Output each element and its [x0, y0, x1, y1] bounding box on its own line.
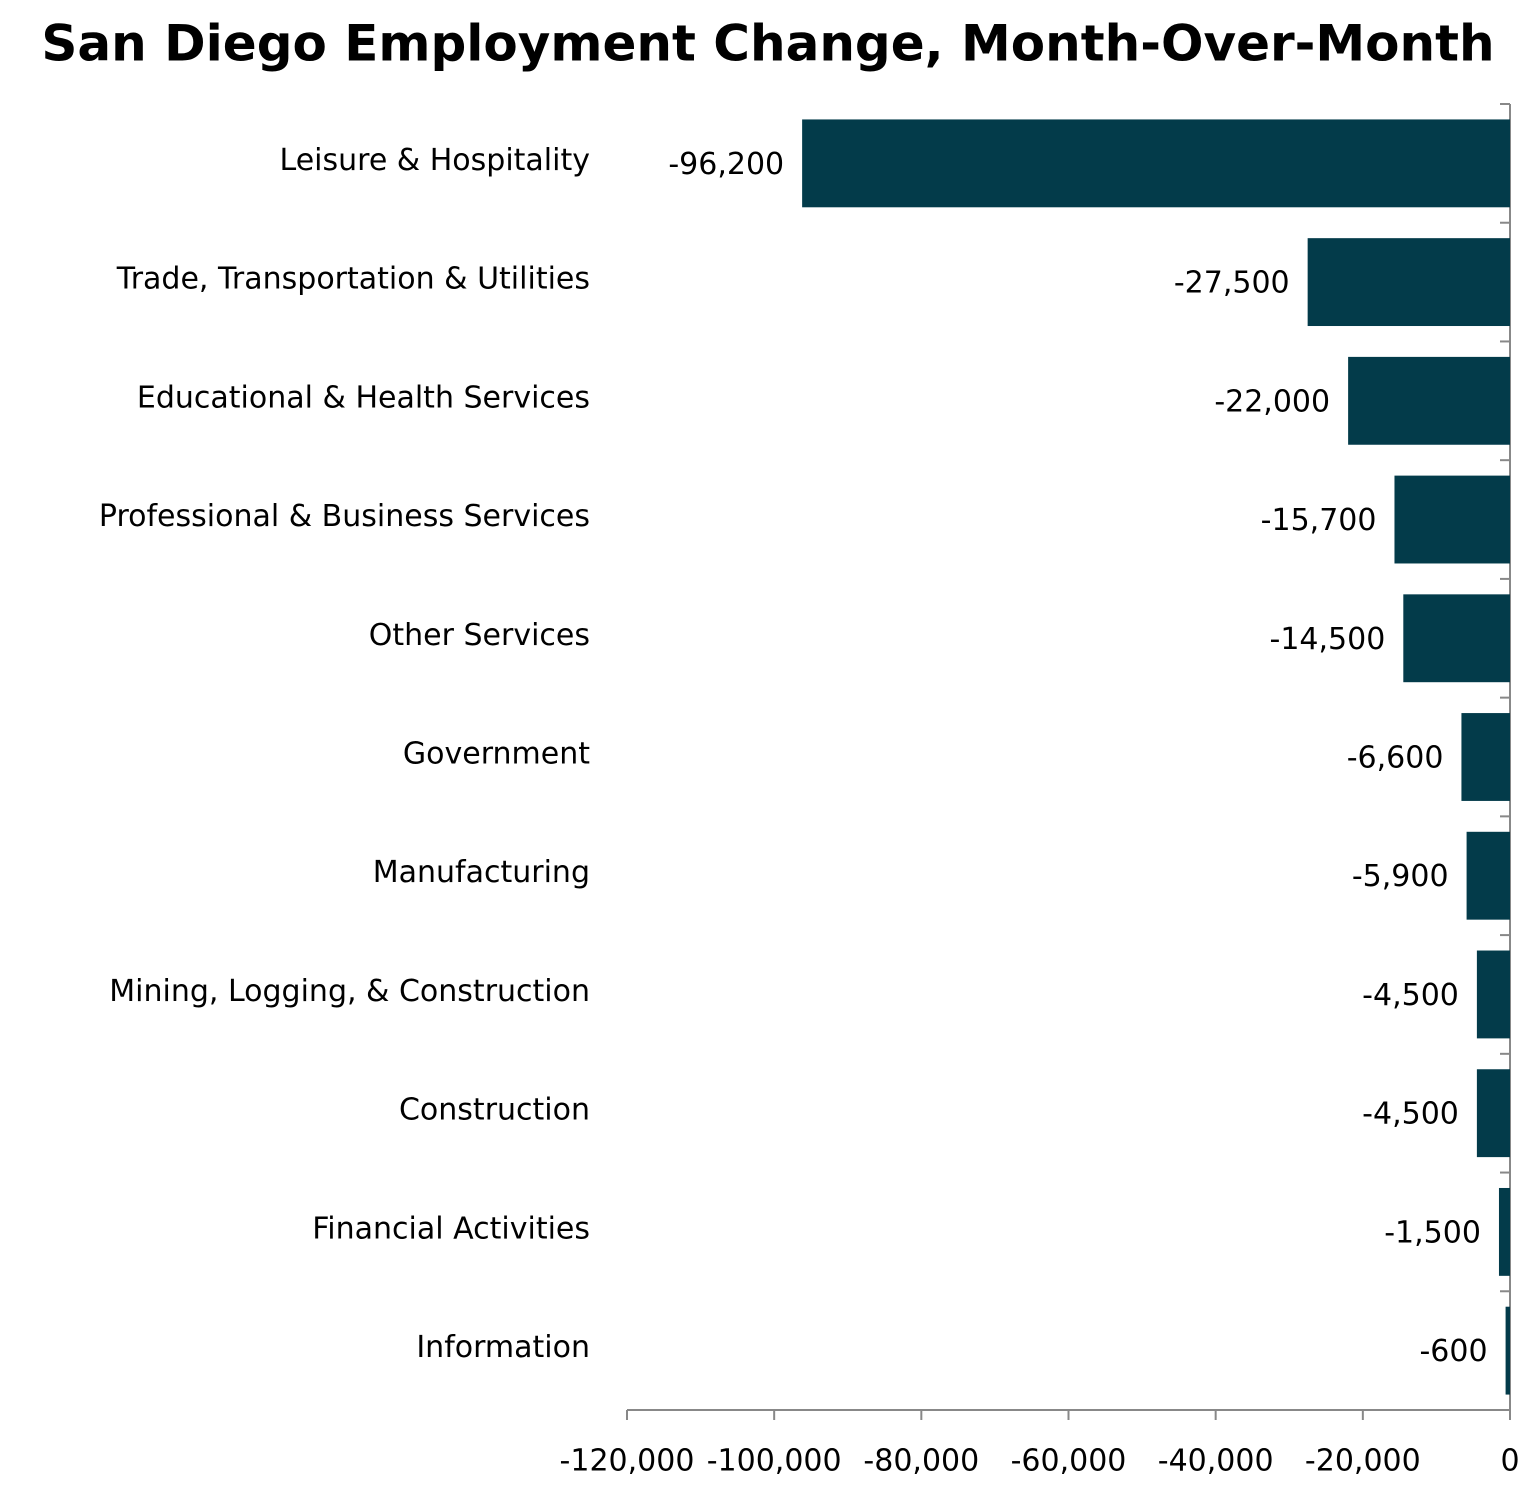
bar: [1476, 1069, 1510, 1158]
value-label: -14,500: [1270, 622, 1386, 657]
bar: [1394, 475, 1510, 564]
category-label: Mining, Logging, & Construction: [109, 974, 590, 1009]
x-tick-label: -120,000: [560, 1444, 695, 1479]
value-label: -22,000: [1214, 384, 1330, 419]
x-tick-label: -60,000: [1011, 1444, 1127, 1479]
value-label: -96,200: [668, 147, 784, 182]
bar: [802, 119, 1510, 208]
value-label: -15,700: [1261, 503, 1377, 538]
bar: [1505, 1306, 1510, 1395]
category-label: Information: [416, 1330, 590, 1365]
category-label: Construction: [399, 1093, 590, 1128]
bar: [1307, 238, 1510, 327]
x-tick-label: -20,000: [1305, 1444, 1421, 1479]
bar: [1498, 1187, 1510, 1276]
x-tick-label: -80,000: [863, 1444, 979, 1479]
category-label: Educational & Health Services: [137, 380, 590, 415]
value-label: -4,500: [1362, 978, 1459, 1013]
value-label: -6,600: [1347, 741, 1444, 776]
x-tick-label: 0: [1500, 1444, 1519, 1479]
category-label: Trade, Transportation & Utilities: [116, 262, 590, 297]
category-label: Financial Activities: [312, 1211, 590, 1246]
bar: [1476, 950, 1510, 1039]
category-label: Government: [403, 737, 590, 772]
bar: [1466, 831, 1510, 920]
value-label: -5,900: [1352, 859, 1449, 894]
x-tick-label: -40,000: [1158, 1444, 1274, 1479]
value-label: -1,500: [1384, 1215, 1481, 1250]
category-label: Professional & Business Services: [99, 499, 590, 534]
category-label: Manufacturing: [373, 855, 590, 890]
category-label: Other Services: [369, 618, 590, 653]
bar: [1461, 713, 1510, 801]
category-label: Leisure & Hospitality: [280, 143, 590, 178]
chart-title: San Diego Employment Change, Month-Over-…: [41, 15, 1494, 73]
value-label: -600: [1419, 1334, 1487, 1369]
x-tick-label: -100,000: [707, 1444, 842, 1479]
value-label: -4,500: [1362, 1097, 1459, 1132]
bar: [1348, 356, 1510, 445]
bar: [1403, 594, 1510, 683]
value-label: -27,500: [1174, 266, 1290, 301]
